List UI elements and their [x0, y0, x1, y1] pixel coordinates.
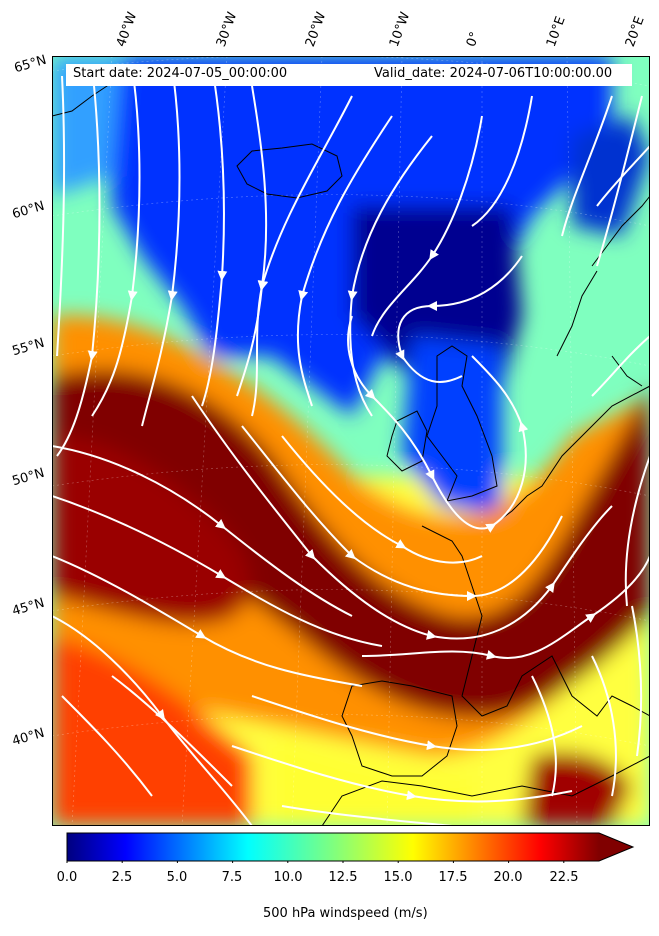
lon-label-40w: 40°W	[113, 10, 141, 49]
colorbar-tick-7: 17.5	[438, 870, 468, 885]
colorbar-tick-6: 15.0	[383, 870, 413, 885]
colorbar	[66, 832, 635, 863]
colorbar-tick-0: 0.0	[56, 870, 78, 885]
lat-label-40n: 40°N	[10, 725, 47, 750]
lat-label-65n: 65°N	[12, 52, 49, 77]
valid-date: Valid_date: 2024-07-06T10:00:00.00	[374, 66, 613, 81]
start-date: Start date: 2024-07-05_00:00:00	[73, 66, 288, 81]
africa-coast	[321, 755, 650, 826]
lon-label-10e: 10°E	[543, 14, 569, 50]
streamlines	[52, 65, 650, 826]
colorbar-label: 500 hPa windspeed (m/s)	[263, 906, 428, 921]
colorbar-tick-5: 12.5	[328, 870, 358, 885]
scandinavia-coast	[556, 195, 650, 387]
lon-label-0: 0°	[463, 29, 484, 49]
lon-label-20w: 20°W	[302, 10, 330, 49]
colorbar-tick-2: 5.0	[166, 870, 188, 885]
lat-label-45n: 45°N	[10, 595, 47, 620]
coastlines	[52, 70, 650, 826]
colorbar-extend-arrow	[599, 833, 633, 861]
colorbar-tick-9: 22.5	[549, 870, 579, 885]
lon-label-10w: 10°W	[386, 10, 414, 49]
lat-label-50n: 50°N	[10, 465, 47, 490]
iceland-coast	[236, 143, 343, 199]
lon-label-30w: 30°W	[213, 10, 241, 49]
iberia-coast	[341, 680, 458, 777]
lon-label-20e: 20°E	[622, 14, 648, 50]
lat-label-60n: 60°N	[10, 198, 47, 223]
colorbar-tick-4: 10.0	[273, 870, 303, 885]
windspeed-map	[52, 56, 650, 826]
info-box	[66, 64, 632, 86]
colorbar-tick-8: 20.0	[493, 870, 523, 885]
colorbar-tick-3: 7.5	[221, 870, 243, 885]
lat-label-55n: 55°N	[10, 335, 47, 360]
colorbar-tick-1: 2.5	[111, 870, 133, 885]
